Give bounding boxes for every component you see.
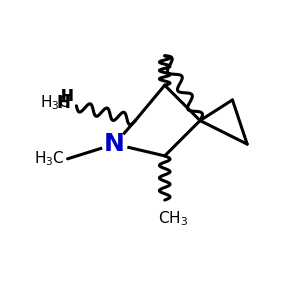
Text: H: H [57,94,70,112]
Text: $\mathsf{H_3C}$: $\mathsf{H_3C}$ [40,94,70,112]
Text: $\mathsf{H_3C}$: $\mathsf{H_3C}$ [34,149,64,168]
Text: H: H [61,89,74,104]
Circle shape [102,132,127,157]
Text: N: N [104,132,125,156]
Text: H: H [61,89,74,104]
Text: $\mathsf{CH_3}$: $\mathsf{CH_3}$ [158,209,189,228]
